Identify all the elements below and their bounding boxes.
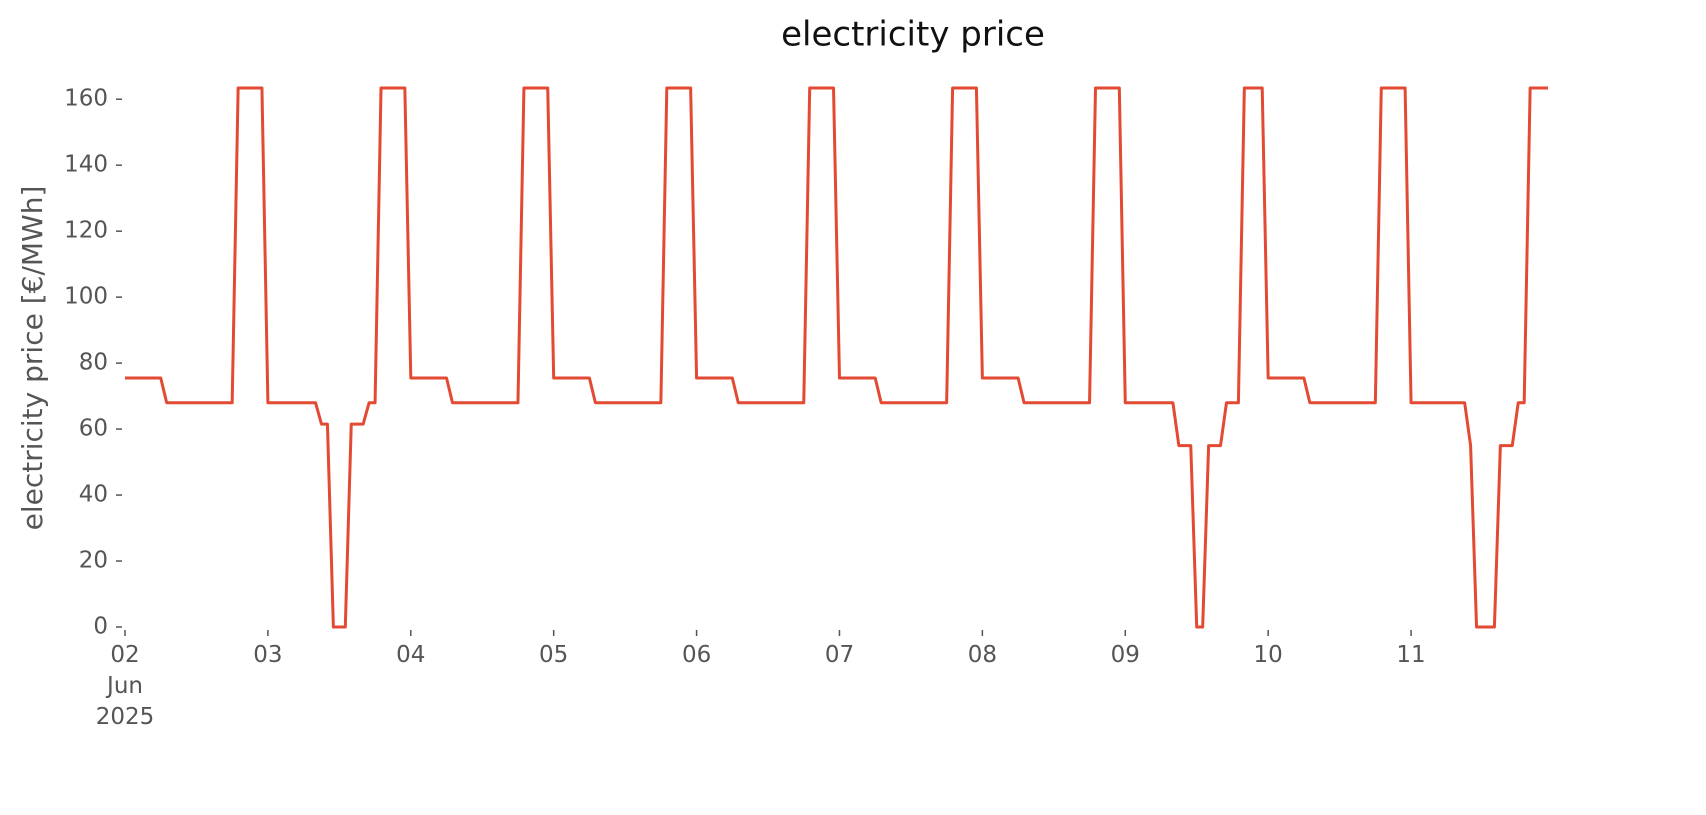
x-tick-label: 08	[967, 642, 997, 668]
y-tick-label: 60	[79, 416, 108, 442]
y-tick-label: 80	[79, 350, 108, 376]
x-tick-label: 06	[681, 642, 712, 668]
y-tick-label: 140	[64, 152, 108, 178]
x-tick-label: 03	[253, 642, 283, 668]
x-tick-label: 07	[824, 642, 855, 668]
x-tick-label: 09	[1110, 642, 1140, 668]
price-line	[125, 86, 1548, 629]
y-tick-label: 0	[93, 614, 108, 640]
y-tick-label: 20	[79, 548, 108, 574]
chart-title: electricity price	[781, 15, 1045, 55]
x-tick-label: 04	[396, 642, 426, 668]
x-tick-label: 11	[1396, 642, 1426, 668]
y-tick-label: 160	[64, 86, 108, 112]
x-tick-label: 05	[539, 642, 569, 668]
y-tick-label: 40	[79, 482, 108, 508]
y-axis-label: electricity price [€/MWh]	[16, 186, 49, 531]
x-tick-label: 10	[1253, 642, 1283, 668]
y-tick-label: 100	[64, 284, 108, 310]
y-tick-label: 120	[64, 218, 108, 244]
x-tick-label: 02 Jun 2025	[95, 642, 155, 730]
